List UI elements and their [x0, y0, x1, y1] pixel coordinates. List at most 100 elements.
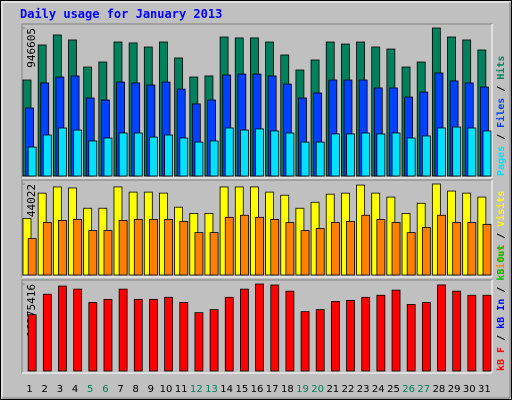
bar — [406, 232, 416, 276]
x-tick-label: 24 — [372, 384, 385, 395]
bar — [467, 127, 477, 177]
bar — [164, 134, 174, 177]
legend: Pages / Files / Hits — [495, 56, 507, 176]
x-tick-label: 22 — [342, 384, 355, 395]
bar — [406, 137, 416, 177]
legend-entry: kB F — [496, 347, 507, 371]
bar — [376, 218, 386, 276]
bar — [42, 134, 52, 177]
legend: kB F / kB In / kB Out — [496, 245, 507, 371]
bar — [194, 312, 204, 372]
legend-separator: / — [496, 80, 507, 98]
x-tick-label: 18 — [281, 384, 294, 395]
bar — [285, 290, 295, 372]
bar — [149, 298, 158, 372]
bar — [482, 294, 492, 372]
bar — [391, 289, 401, 372]
bar — [27, 314, 37, 372]
x-tick-label: 4 — [72, 384, 78, 395]
bar — [330, 222, 340, 276]
bar — [133, 132, 143, 177]
legend-entry: Files — [495, 98, 507, 128]
legend-entry: Visits — [495, 191, 507, 227]
bar — [255, 216, 264, 276]
x-tick-label: 11 — [175, 384, 188, 395]
bar — [179, 137, 189, 177]
bar — [285, 222, 295, 276]
legend-separator: / — [496, 329, 507, 347]
bar — [255, 283, 264, 372]
x-tick-label: 10 — [160, 384, 173, 395]
bar — [103, 230, 113, 276]
bar — [240, 214, 249, 276]
bar — [255, 128, 264, 177]
x-tick-label: 21 — [326, 384, 339, 395]
bar — [73, 129, 83, 177]
bar — [149, 218, 158, 276]
bar — [224, 127, 234, 177]
bar — [270, 218, 280, 276]
bar — [209, 309, 219, 372]
bar — [164, 296, 174, 372]
bar — [361, 296, 371, 372]
bar — [224, 216, 234, 276]
legend-entry: kB In — [496, 299, 507, 329]
x-tick-label: 20 — [311, 384, 324, 395]
bar — [315, 141, 325, 177]
x-tick-label: 17 — [266, 384, 279, 395]
legend-entry: Hits — [495, 56, 507, 80]
bar — [437, 284, 446, 372]
legend-entry: Sites — [495, 245, 507, 275]
legend: Sites / Visits — [495, 191, 507, 275]
bar — [224, 296, 234, 372]
bar — [437, 127, 446, 177]
bar — [42, 293, 52, 372]
bar — [421, 227, 431, 276]
bar — [58, 220, 67, 276]
bar — [149, 136, 158, 177]
x-tick-label: 3 — [57, 384, 63, 395]
bar — [179, 302, 189, 372]
bar — [346, 221, 355, 276]
bar — [315, 228, 325, 276]
bar — [42, 222, 52, 276]
x-tick-label: 19 — [296, 384, 309, 395]
bar — [376, 133, 386, 177]
bar — [58, 127, 67, 177]
legend-separator: / — [496, 128, 507, 146]
legend-separator: / — [496, 227, 507, 245]
bar — [88, 230, 98, 276]
bar — [73, 218, 83, 276]
bar — [270, 130, 280, 177]
x-tick-label: 8 — [133, 384, 139, 395]
bar — [88, 140, 98, 177]
x-tick-label: 9 — [148, 384, 154, 395]
x-tick-label: 27 — [417, 384, 430, 395]
bar — [73, 288, 83, 372]
x-tick-label: 14 — [220, 384, 233, 395]
bar — [118, 220, 128, 276]
y-tick-label: 946605 — [25, 28, 38, 68]
bar — [482, 130, 492, 177]
bar — [482, 223, 492, 276]
bar — [330, 301, 340, 372]
x-tick-label: 1 — [26, 384, 32, 395]
bar — [58, 285, 67, 372]
bar — [240, 129, 249, 177]
bar — [300, 311, 310, 372]
bar — [194, 141, 204, 177]
x-tick-label: 31 — [478, 384, 491, 395]
bar — [467, 222, 477, 276]
bar — [209, 232, 219, 276]
bar — [421, 135, 431, 177]
bar — [285, 132, 295, 177]
x-tick-label: 30 — [463, 384, 476, 395]
x-tick-label: 12 — [190, 384, 203, 395]
x-tick-label: 7 — [117, 384, 123, 395]
bar — [452, 222, 462, 276]
x-tick-label: 28 — [433, 384, 446, 395]
bar — [300, 230, 310, 276]
bar — [27, 146, 37, 177]
bar — [361, 214, 371, 276]
